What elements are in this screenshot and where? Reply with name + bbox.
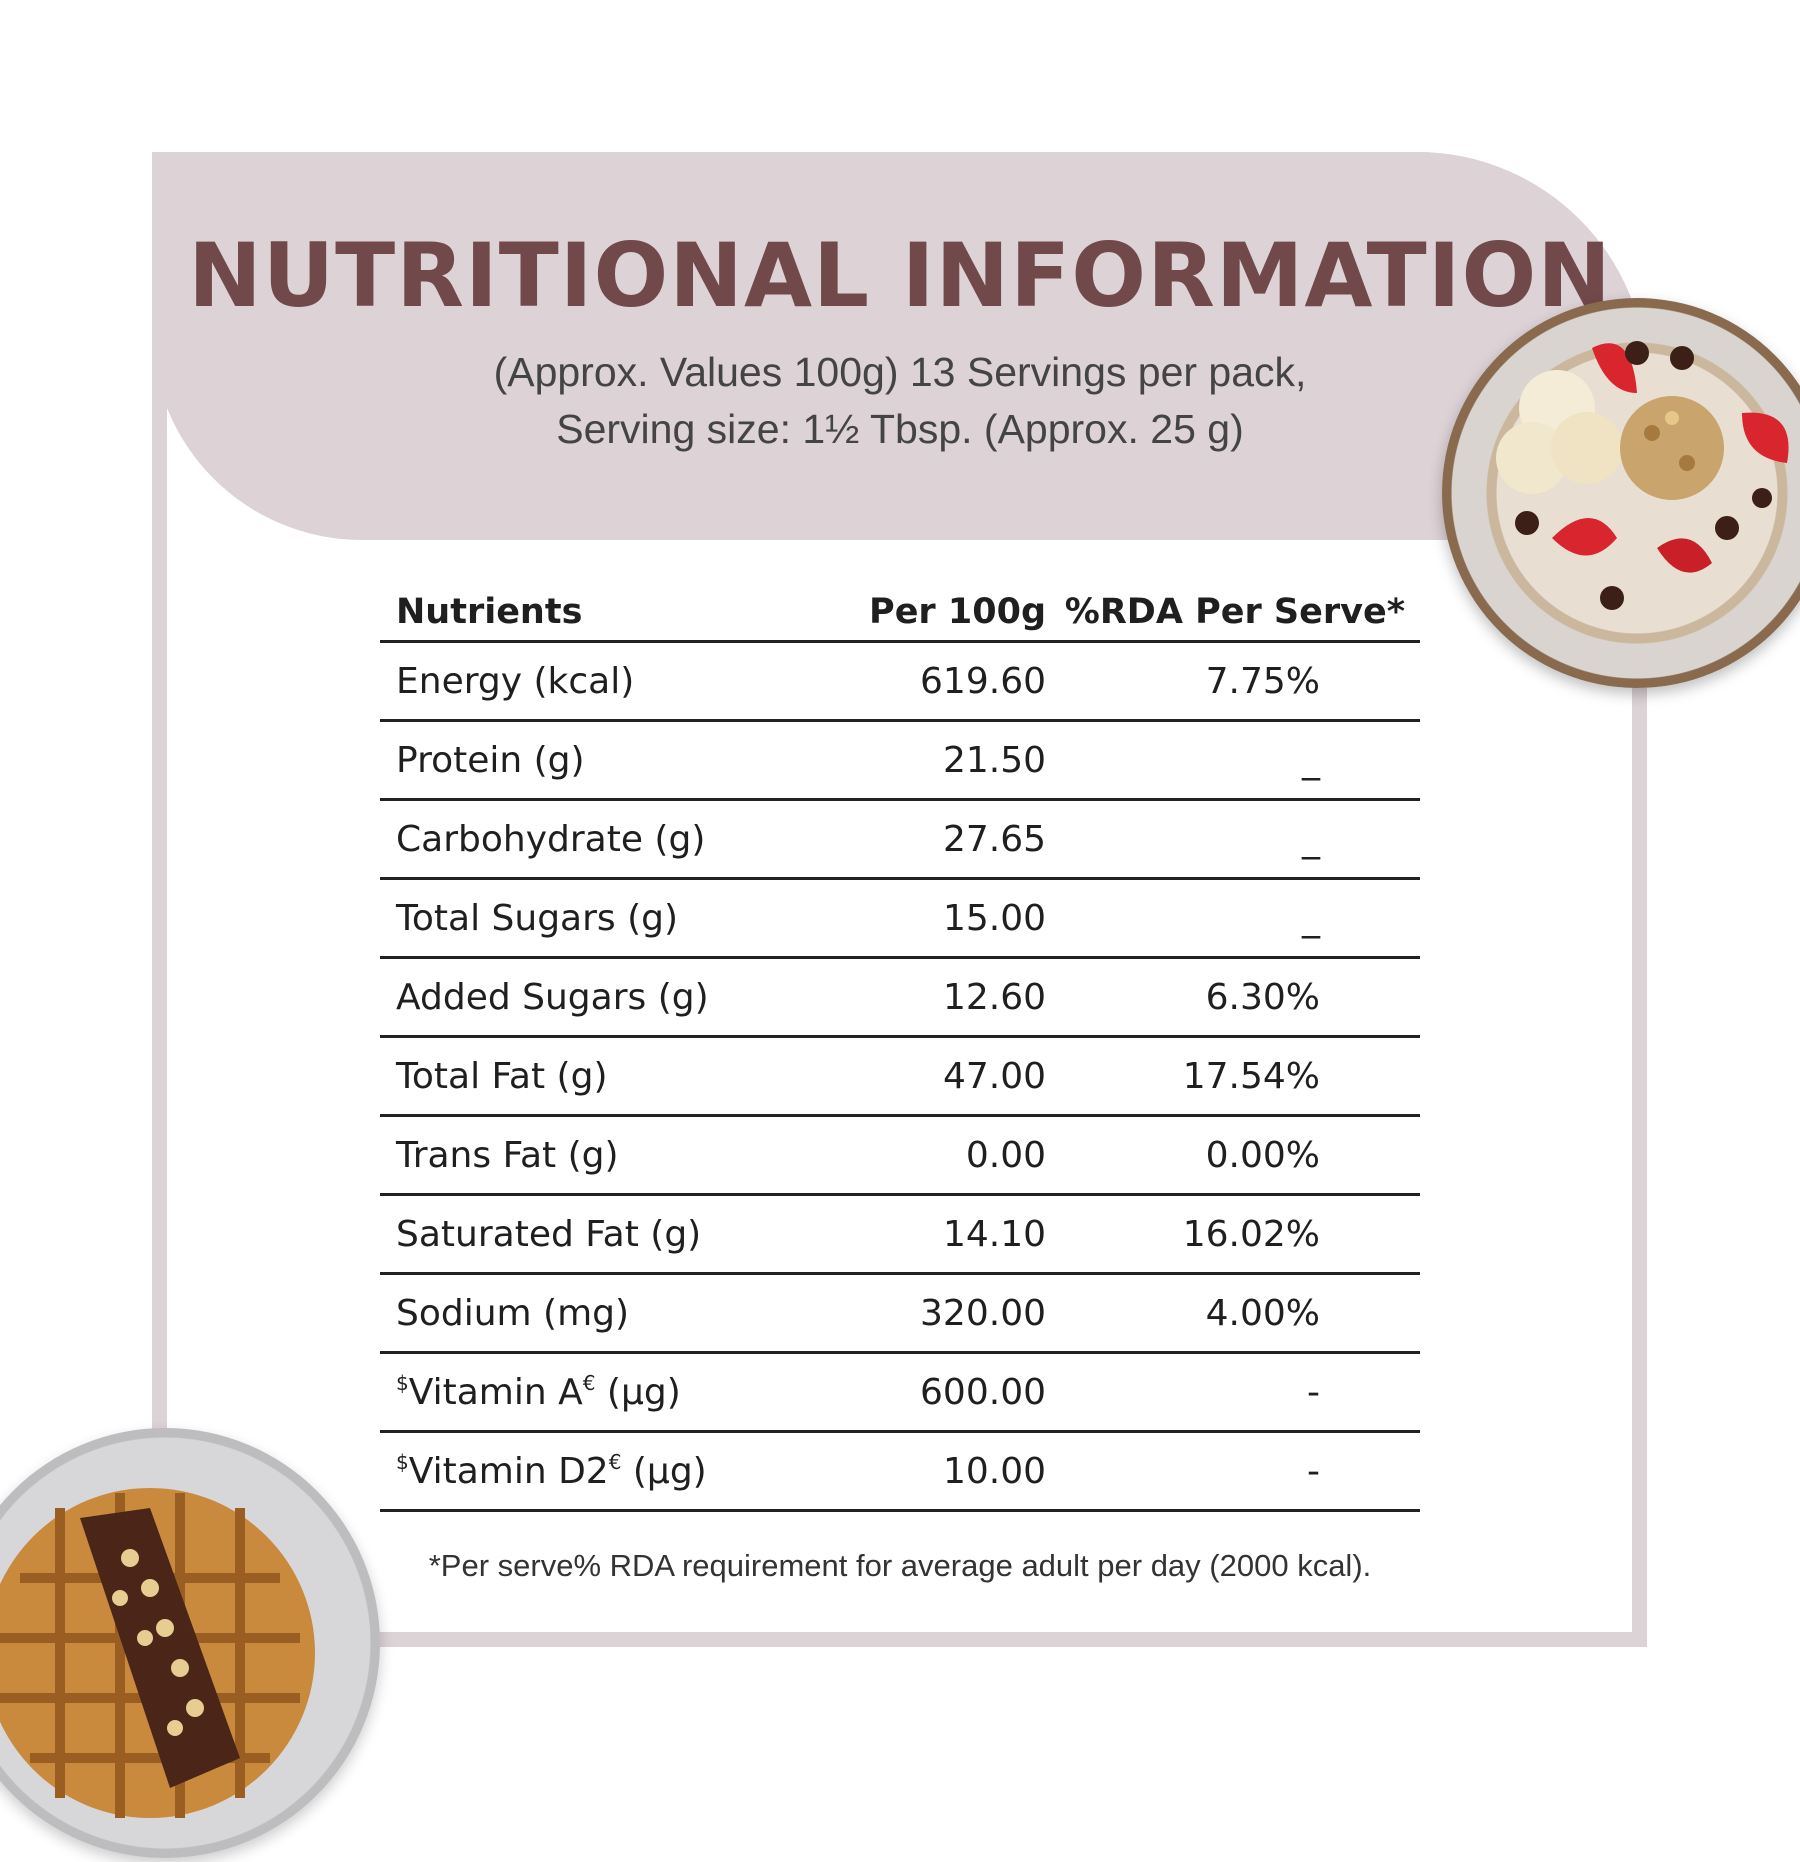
- nutrient-label: Saturated Fat (g): [396, 1213, 702, 1255]
- table-row: Total Fat (g) 47.00 17.54%: [380, 1036, 1420, 1117]
- rda-value: 16.02%: [1046, 1194, 1420, 1275]
- nutrient-name: Trans Fat (g): [380, 1115, 776, 1196]
- per-100g-cell: 14.10: [776, 1194, 1046, 1275]
- rda-value: 0.00%: [1046, 1115, 1420, 1196]
- per-100g-value: 0.00: [965, 1134, 1046, 1176]
- per-100g-value: 14.10: [942, 1213, 1046, 1255]
- nutrient-name: Added Sugars (g): [380, 957, 776, 1038]
- subtitle-serving-size: Serving size: 1½ Tbsp. (Approx. 25 g): [556, 406, 1244, 452]
- rda-value: _: [1046, 878, 1420, 959]
- nutrient-name: $Vitamin D2€ (µg): [380, 1431, 776, 1512]
- nutrient-name: Carbohydrate (g): [380, 799, 776, 880]
- per-100g-value: 15.00: [942, 897, 1046, 939]
- per-100g-cell: 27.65: [776, 799, 1046, 880]
- table-row: Added Sugars (g) 12.60 6.30%: [380, 957, 1420, 1038]
- waffle-illustration: [0, 1488, 315, 1818]
- rda-value: 17.54%: [1046, 1036, 1420, 1117]
- per-100g-value: 27.65: [942, 818, 1046, 860]
- table-row: $Vitamin D2€ (µg) 10.00-: [380, 1431, 1420, 1512]
- per-100g-value: 21.50: [942, 739, 1046, 781]
- nutrient-label: Total Sugars (g): [396, 897, 679, 939]
- rda-value: _: [1046, 799, 1420, 880]
- per-100g-value: 619.60: [920, 660, 1046, 702]
- footnote: *Per serve% RDA requirement for average …: [428, 1548, 1372, 1583]
- header-band: [152, 152, 1647, 540]
- per-100g-value: 12.60: [942, 976, 1046, 1018]
- per-100g-value: 10.00: [942, 1450, 1046, 1492]
- nutrient-unit: (µg): [595, 1372, 681, 1413]
- table-row: Protein (g) 21.50 _: [380, 720, 1420, 801]
- oatmeal-bowl-image: [1442, 298, 1800, 688]
- table-row: Total Sugars (g) 15.00 _: [380, 878, 1420, 959]
- per-100g-value: 47.00: [942, 1055, 1046, 1097]
- nutrient-suffix-mark: €: [608, 1450, 622, 1474]
- subtitle-servings: (Approx. Values 100g) 13 Servings per pa…: [493, 349, 1307, 395]
- per-100g-value: 320.00: [920, 1292, 1046, 1334]
- rda-value: _: [1046, 720, 1420, 801]
- rda-value: 7.75%: [1046, 641, 1420, 722]
- table-row: Sodium (mg) 320.00 4.00%: [380, 1273, 1420, 1354]
- table-header-row: Nutrients Per 100g %RDA Per Serve*: [380, 583, 1420, 643]
- table-row: Carbohydrate (g) 27.65 _: [380, 799, 1420, 880]
- rda-value: 4.00%: [1046, 1273, 1420, 1354]
- per-100g-cell: 47.00: [776, 1036, 1046, 1117]
- nutrient-label: Sodium (mg): [396, 1292, 630, 1334]
- oatmeal-illustration: [1496, 341, 1789, 610]
- nutrient-label: Trans Fat (g): [396, 1134, 619, 1176]
- per-100g-cell: 12.60: [776, 957, 1046, 1038]
- rda-value: -: [1046, 1431, 1420, 1512]
- nutrition-table: Nutrients Per 100g %RDA Per Serve* Energ…: [380, 583, 1420, 1512]
- table-row: Trans Fat (g) 0.00 0.00%: [380, 1115, 1420, 1196]
- per-100g-cell: 15.00: [776, 878, 1046, 959]
- nutrient-name: $Vitamin A€ (µg): [380, 1352, 776, 1433]
- table-row: $Vitamin A€ (µg) 600.00-: [380, 1352, 1420, 1433]
- nutrient-label: Protein (g): [396, 739, 585, 781]
- table-body: Energy (kcal) 619.60 7.75% Protein (g) 21.50…: [380, 641, 1420, 1512]
- nutrient-name: Sodium (mg): [380, 1273, 776, 1354]
- nutrient-name: Energy (kcal): [380, 641, 776, 722]
- table-row: Saturated Fat (g) 14.10 16.02%: [380, 1194, 1420, 1275]
- per-100g-cell: 600.00: [776, 1352, 1046, 1433]
- rda-value: -: [1046, 1352, 1420, 1433]
- column-header-per-100g: Per 100g: [776, 583, 1046, 643]
- table-row: Energy (kcal) 619.60 7.75%: [380, 641, 1420, 722]
- nutrient-name: Total Fat (g): [380, 1036, 776, 1117]
- per-100g-cell: 21.50: [776, 720, 1046, 801]
- nutrient-label: Added Sugars (g): [396, 976, 709, 1018]
- column-header-rda: %RDA Per Serve*: [1046, 583, 1420, 643]
- per-100g-cell: 619.60: [776, 641, 1046, 722]
- nutrient-suffix-mark: €: [582, 1371, 596, 1395]
- nutrient-name: Saturated Fat (g): [380, 1194, 776, 1275]
- per-100g-value: 600.00: [920, 1371, 1046, 1413]
- rda-value: 6.30%: [1046, 957, 1420, 1038]
- nutrient-name: Protein (g): [380, 720, 776, 801]
- nutrient-prefix-mark: $: [396, 1371, 409, 1395]
- nutrient-name: Total Sugars (g): [380, 878, 776, 959]
- per-100g-cell: 320.00: [776, 1273, 1046, 1354]
- column-header-nutrients: Nutrients: [380, 583, 776, 643]
- page-title: NUTRITIONAL INFORMATION: [188, 224, 1612, 327]
- waffle-plate-image: [0, 1428, 380, 1858]
- nutrient-label: Energy (kcal): [396, 660, 635, 702]
- nutrient-prefix-mark: $: [396, 1450, 409, 1474]
- nutrient-label: Vitamin D2: [408, 1451, 609, 1492]
- per-100g-cell: 10.00: [776, 1431, 1046, 1512]
- nutrient-label: Carbohydrate (g): [396, 818, 706, 860]
- nutrient-label: Total Fat (g): [396, 1055, 608, 1097]
- per-100g-cell: 0.00: [776, 1115, 1046, 1196]
- nutrient-unit: (µg): [621, 1451, 707, 1492]
- nutrient-label: Vitamin A: [408, 1372, 583, 1413]
